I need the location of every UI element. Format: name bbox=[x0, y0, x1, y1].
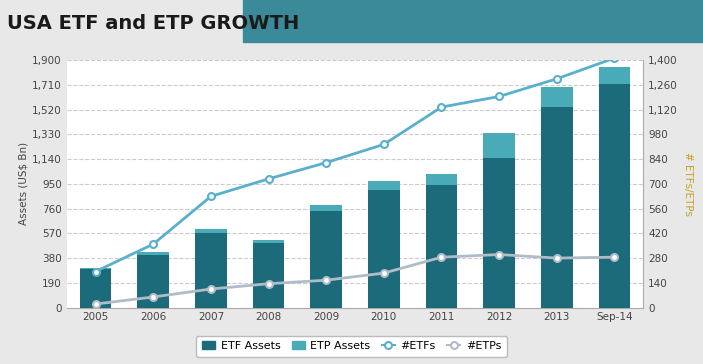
Bar bbox=[368, 181, 400, 190]
Bar bbox=[541, 107, 573, 308]
Bar bbox=[310, 211, 342, 308]
Bar bbox=[425, 174, 458, 185]
Bar bbox=[79, 268, 112, 269]
Bar bbox=[195, 233, 227, 308]
Bar bbox=[252, 240, 285, 243]
Bar bbox=[598, 83, 631, 308]
Legend: ETF Assets, ETP Assets, #ETFs, #ETPs: ETF Assets, ETP Assets, #ETFs, #ETPs bbox=[196, 336, 507, 357]
Bar bbox=[483, 158, 515, 308]
Bar bbox=[368, 190, 400, 308]
Bar bbox=[425, 185, 458, 308]
Y-axis label: Assets (US$ Bn): Assets (US$ Bn) bbox=[18, 142, 28, 225]
Text: USA ETF and ETP GROWTH: USA ETF and ETP GROWTH bbox=[7, 13, 299, 32]
Y-axis label: # ETFs/ETPs: # ETFs/ETPs bbox=[683, 152, 693, 216]
Bar bbox=[252, 243, 285, 308]
Bar bbox=[243, 0, 703, 42]
Bar bbox=[541, 87, 573, 107]
Bar bbox=[137, 255, 169, 308]
Bar bbox=[310, 205, 342, 211]
Bar bbox=[79, 269, 112, 308]
Bar bbox=[195, 229, 227, 233]
Bar bbox=[598, 67, 631, 83]
Bar bbox=[137, 252, 169, 255]
Bar bbox=[483, 133, 515, 158]
